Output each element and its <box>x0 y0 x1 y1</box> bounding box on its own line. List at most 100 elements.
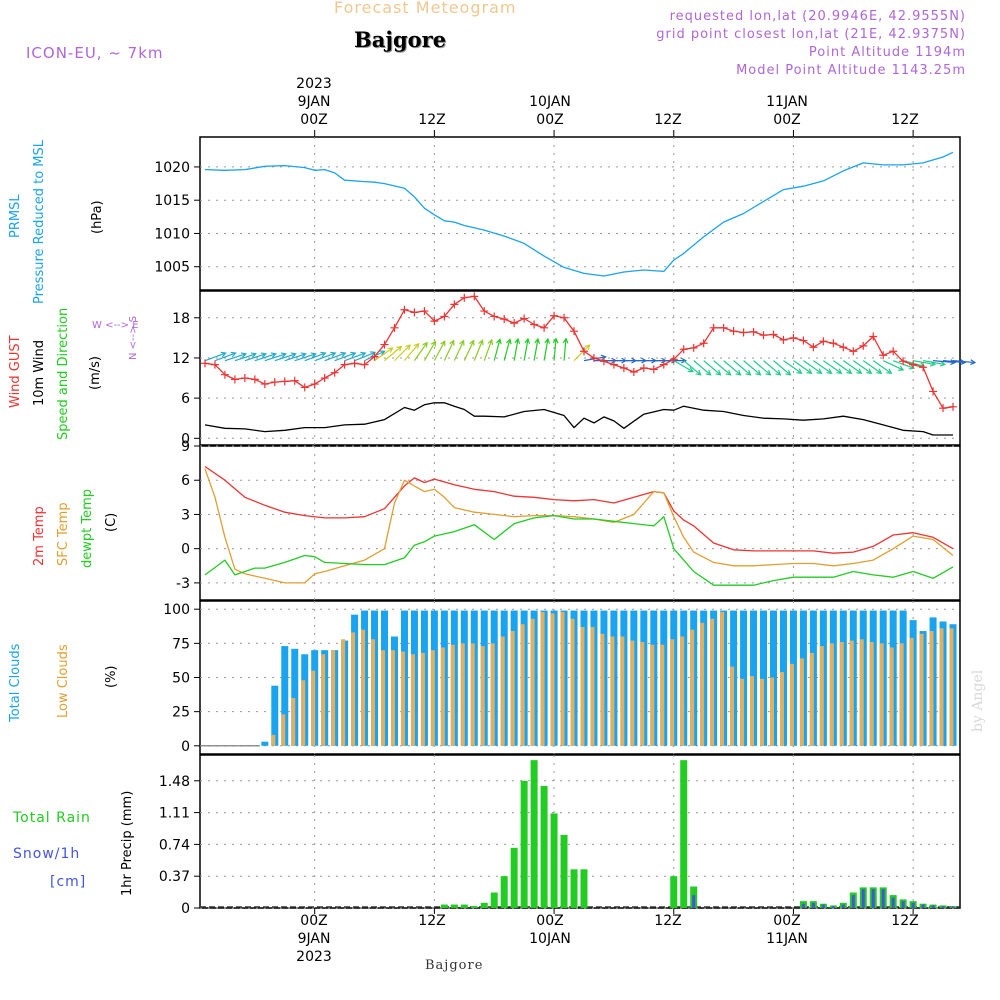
y-tick-label: 25 <box>172 705 190 721</box>
point-altitude: Point Altitude 1194m <box>808 45 966 60</box>
wind-direction-arrowhead <box>300 352 307 358</box>
wind-direction-arrowhead <box>775 369 782 376</box>
wind-direction-arrow <box>852 360 872 374</box>
wind-direction-arrow <box>713 360 731 376</box>
snow-bar <box>811 902 815 908</box>
low-cloud-bar <box>750 676 755 746</box>
wind-direction-arrow <box>234 353 257 362</box>
wind-direction-arrow <box>523 338 529 361</box>
wind-direction-arrowhead <box>695 369 702 376</box>
total-cloud-bar <box>271 685 279 746</box>
wind-direction-arrow <box>254 353 276 362</box>
top-day-label: 9JAN <box>297 94 331 110</box>
wind-direction-arrow <box>503 339 511 361</box>
wind-gust-marker <box>639 364 648 372</box>
temperature-panel-frame <box>199 445 961 601</box>
rain-bar <box>520 780 528 908</box>
y-tick-label: 6 <box>181 391 190 407</box>
top-day-label: 10JAN <box>529 94 571 110</box>
low-cloud-bar <box>720 611 725 746</box>
wind-direction-arrow <box>913 360 935 366</box>
wind-gust-marker <box>230 375 239 384</box>
rain-bar <box>460 904 468 908</box>
low-cloud-bar <box>889 647 894 746</box>
wind-direction-arrowhead <box>705 369 712 376</box>
y-tick-label: 0 <box>181 542 190 558</box>
rain-bar <box>670 876 678 908</box>
wind-direction-arrow <box>374 347 393 362</box>
low-cloud-bar <box>440 647 445 746</box>
y-tick-label: 1.48 <box>159 774 190 790</box>
low-cloud-bar <box>740 678 745 746</box>
low-cloud-bar <box>779 672 784 746</box>
wind-gust-marker <box>380 340 389 349</box>
wind-direction-arrowhead <box>846 368 853 374</box>
rain-bar <box>490 892 498 908</box>
wind-direction-arrowhead <box>755 369 762 376</box>
bottom-hour-label: 12Z <box>891 913 919 929</box>
top-hour-label: 00Z <box>300 112 328 128</box>
wind-direction-arrow <box>304 352 326 362</box>
wind-gust-marker <box>729 327 738 336</box>
low-cloud-bar <box>371 639 376 746</box>
wind-direction-arrow <box>294 353 316 362</box>
wind-direction-arrow <box>433 340 446 361</box>
low-cloud-bar <box>410 654 415 746</box>
low-cloud-bar <box>301 680 306 746</box>
snow-bar <box>901 901 905 908</box>
footer-location: Bajgore <box>425 958 484 973</box>
bottom-hour-label: 00Z <box>536 913 564 929</box>
model-label: ICON-EU, ~ 7km <box>26 44 164 62</box>
low-cloud-bar <box>869 641 874 746</box>
wind-direction-arrow <box>274 353 296 362</box>
year-label-top: 2023 <box>296 76 332 92</box>
wind-gust-marker <box>300 383 309 392</box>
low-cloud-bar <box>530 618 535 746</box>
wind-direction-arrowhead <box>796 368 803 374</box>
low-cloud-bar <box>690 629 695 746</box>
wind-gust-marker <box>769 330 778 339</box>
low-cloud-bar <box>341 639 346 746</box>
pressure-line <box>204 151 954 277</box>
total-cloud-bar <box>261 741 269 746</box>
wind-gust-marker <box>440 312 449 321</box>
wind-direction-arrowhead <box>405 344 411 351</box>
wind-gust-marker <box>869 332 878 341</box>
wind-direction-arrowhead <box>939 360 946 367</box>
wind-gust-marker <box>280 377 289 386</box>
low-cloud-bar <box>580 626 585 746</box>
y-tick-label: 100 <box>163 602 190 618</box>
wind-direction-arrow <box>214 352 236 362</box>
low-cloud-bar <box>829 643 834 746</box>
low-cloud-bar <box>281 714 286 746</box>
wind-direction-arrow <box>413 342 428 361</box>
wind-gust-marker <box>699 339 708 348</box>
wind-direction-arrowhead <box>422 341 428 348</box>
wind-direction-arrow <box>933 360 956 364</box>
low-cloud-bar <box>849 640 854 746</box>
wind-direction-arrow <box>942 360 966 364</box>
wind-direction-arrowhead <box>584 344 591 351</box>
requested-coordinates: requested lon,lat (20.9946E, 42.9555N) <box>669 9 966 24</box>
wind-direction-arrowhead <box>725 369 732 376</box>
wind-gust-marker <box>929 387 938 396</box>
low-cloud-bar <box>550 613 555 746</box>
wind-gust-marker <box>599 357 608 366</box>
rain-bar <box>440 904 448 908</box>
bottom-hour-label: 00Z <box>773 913 801 929</box>
wind-direction-arrowhead <box>220 351 227 358</box>
precip-snow-label: Snow/1h <box>13 846 81 862</box>
wind-gust-marker <box>589 353 598 362</box>
wind-direction-arrow <box>763 360 781 376</box>
wind-direction-arrowhead <box>387 347 394 353</box>
wind-gust-marker <box>849 347 858 356</box>
wind-direction-arrow <box>882 360 904 371</box>
wind-gust-marker <box>530 320 539 329</box>
y-tick-label: -3 <box>176 576 190 592</box>
low-cloud-bar <box>730 666 735 746</box>
wind-direction-arrowhead <box>908 364 916 370</box>
wind-direction-arrowhead <box>735 369 742 376</box>
wind-direction-arrow <box>344 352 366 362</box>
wind-gust-marker <box>500 315 509 324</box>
